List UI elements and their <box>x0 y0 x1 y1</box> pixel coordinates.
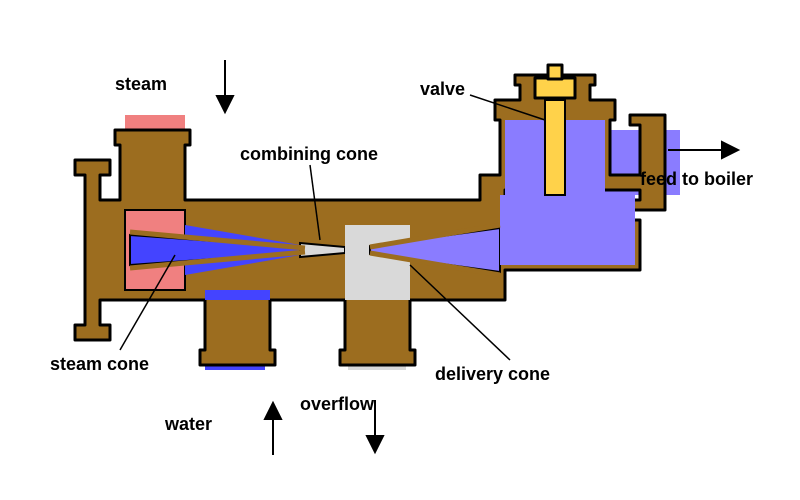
label-water: water <box>164 414 212 434</box>
injector-diagram: steam water overflow valve feed to boile… <box>0 0 800 500</box>
label-feed: feed to boiler <box>640 169 753 189</box>
label-valve: valve <box>420 79 465 99</box>
label-overflow: overflow <box>300 394 375 414</box>
label-steam-cone: steam cone <box>50 354 149 374</box>
label-combining-cone: combining cone <box>240 144 378 164</box>
label-steam: steam <box>115 74 167 94</box>
label-delivery-cone: delivery cone <box>435 364 550 384</box>
